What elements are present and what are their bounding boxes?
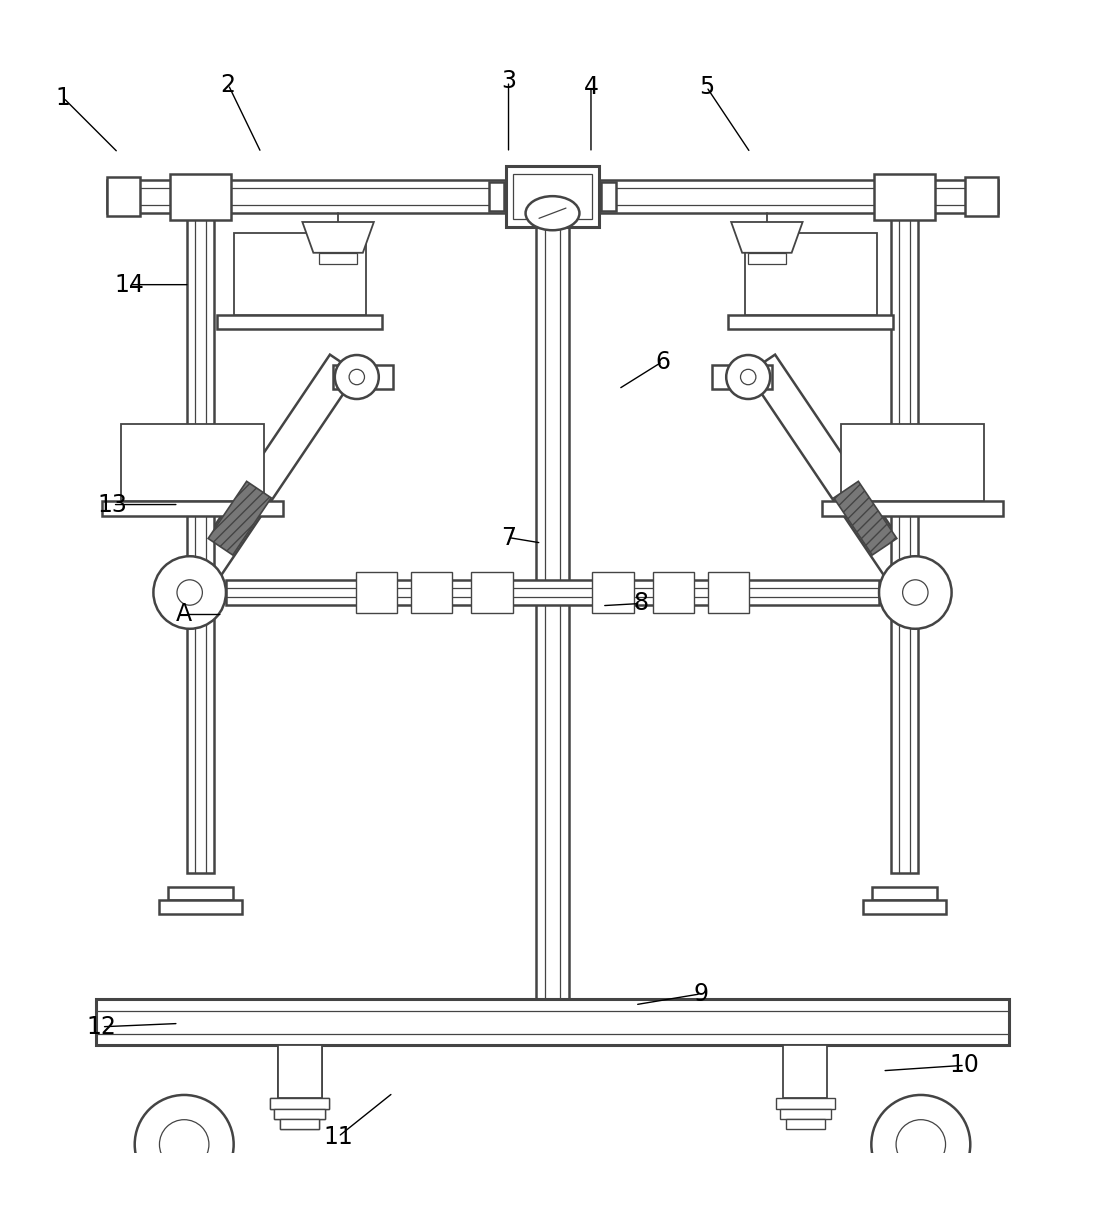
Bar [225, 581, 880, 605]
Text: A: A [176, 602, 192, 626]
Bar [274, 1109, 325, 1119]
Bar [965, 177, 998, 216]
Bar [712, 365, 772, 389]
Bar [96, 999, 1009, 1045]
Bar [471, 572, 513, 613]
Text: 2: 2 [221, 72, 235, 97]
Circle shape [159, 1120, 209, 1170]
Bar [107, 180, 998, 214]
Text: 1: 1 [56, 86, 71, 110]
Bar [506, 167, 599, 227]
Bar [333, 365, 393, 389]
Text: 8: 8 [633, 591, 648, 616]
Bar [653, 572, 694, 613]
Bar [277, 1045, 322, 1098]
Text: 12: 12 [87, 1015, 117, 1039]
Bar [776, 1098, 835, 1109]
Bar [270, 1098, 329, 1109]
Circle shape [154, 556, 225, 629]
Bar [514, 174, 591, 220]
Bar [707, 572, 749, 613]
Circle shape [135, 1095, 233, 1194]
Bar [280, 1119, 319, 1129]
Polygon shape [176, 355, 357, 602]
Bar [270, 1098, 329, 1109]
Text: 14: 14 [114, 273, 144, 297]
Bar [274, 1109, 325, 1119]
Circle shape [740, 369, 756, 385]
Bar [120, 425, 264, 501]
Bar [536, 180, 569, 999]
Circle shape [896, 1120, 946, 1170]
Bar [411, 572, 452, 613]
Polygon shape [303, 222, 373, 252]
Text: 3: 3 [501, 69, 516, 93]
Polygon shape [748, 355, 929, 602]
Bar [786, 1119, 825, 1129]
Bar [319, 252, 357, 264]
Circle shape [335, 355, 379, 400]
Bar [187, 214, 214, 873]
Text: 13: 13 [97, 492, 128, 517]
Bar [218, 315, 382, 328]
Bar [233, 233, 366, 315]
Bar [841, 425, 985, 501]
Bar [490, 182, 504, 211]
Text: 11: 11 [324, 1125, 352, 1149]
Bar [863, 900, 946, 914]
Bar [822, 501, 1003, 515]
Bar [601, 182, 615, 211]
Bar [356, 572, 398, 613]
Text: 4: 4 [583, 75, 599, 99]
Bar [168, 887, 233, 900]
Circle shape [349, 369, 365, 385]
Bar [280, 1119, 319, 1129]
Bar [107, 177, 140, 216]
Bar [872, 887, 937, 900]
Bar [874, 174, 935, 220]
Text: 6: 6 [655, 350, 670, 374]
Bar [748, 252, 786, 264]
Bar [170, 174, 231, 220]
Bar [780, 1109, 831, 1119]
Bar [745, 233, 877, 315]
Text: 10: 10 [950, 1054, 980, 1078]
Polygon shape [208, 482, 271, 555]
Bar [783, 1045, 828, 1098]
Circle shape [726, 355, 770, 400]
Circle shape [880, 556, 951, 629]
Bar [102, 501, 283, 515]
Bar [891, 214, 918, 873]
Text: 5: 5 [698, 75, 714, 99]
Bar [592, 572, 634, 613]
Bar [159, 900, 242, 914]
Circle shape [177, 579, 202, 605]
Polygon shape [834, 482, 897, 555]
Circle shape [903, 579, 928, 605]
Bar [277, 1045, 322, 1098]
Bar [728, 315, 893, 328]
Circle shape [872, 1095, 970, 1194]
Text: 7: 7 [501, 525, 516, 549]
Polygon shape [732, 222, 802, 252]
Text: 9: 9 [694, 981, 708, 1005]
Ellipse shape [526, 197, 579, 231]
